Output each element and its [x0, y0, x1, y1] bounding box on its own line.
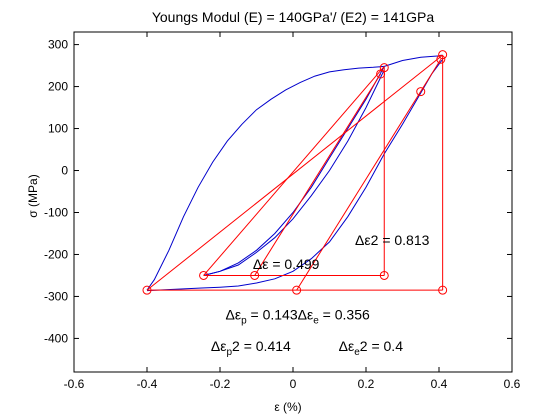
y-tick-label: -200 [44, 247, 68, 261]
y-tick-label: 100 [48, 122, 68, 136]
annotation-label: Δεe2 = 0.4 [339, 338, 404, 358]
annotation-label: Δεp = 0.143Δεe = 0.356 [225, 307, 370, 327]
point-marker [436, 54, 446, 64]
hysteresis-curve [203, 66, 385, 276]
x-tick-label: -0.6 [64, 377, 85, 391]
construction-line [296, 59, 442, 291]
hysteresis-curve [146, 59, 444, 292]
x-tick-label: 0.6 [504, 377, 521, 391]
plot-layer: -0.6 -0.4 -0.2 0 0.2 0.4 0.6 -400 -300 -200 -100 0 1… [44, 31, 521, 391]
point-marker [416, 87, 426, 97]
point-marker [292, 285, 302, 295]
point-marker [199, 270, 209, 280]
point-marker [250, 270, 260, 280]
point-marker [438, 285, 448, 295]
construction-line [146, 54, 443, 291]
y-tick-label: 300 [48, 38, 68, 52]
point-marker [438, 50, 448, 60]
x-tick-label: 0 [290, 377, 297, 391]
annotation-label: Δε = 0.499 [253, 256, 320, 272]
point-marker [379, 63, 389, 73]
y-tick-label: 0 [61, 164, 68, 178]
y-axis-label: σ (MPa) [26, 174, 40, 217]
y-tick-label: -300 [44, 289, 68, 303]
y-tick-label: 200 [48, 80, 68, 94]
point-marker [142, 285, 152, 295]
annotation-label: Δε2 = 0.813 [355, 232, 430, 248]
y-tick-label: -400 [44, 331, 68, 345]
x-axis-label: ε (%) [274, 400, 301, 414]
chart-title: Youngs Modul (E) = 140GPa'/ (E2) = 141GP… [152, 9, 435, 25]
x-tick-label: -0.4 [137, 377, 158, 391]
x-tick-label: -0.2 [210, 377, 231, 391]
hysteresis-curve [146, 65, 385, 291]
construction-line [203, 66, 385, 276]
x-tick-label: 0.4 [431, 377, 448, 391]
y-tick-label: -100 [44, 205, 68, 219]
construction-line [254, 73, 382, 276]
point-marker [379, 270, 389, 280]
x-tick-label: 0.2 [358, 377, 375, 391]
hysteresis-curve [203, 69, 385, 276]
annotation-label: Δεp2 = 0.414 [211, 338, 291, 358]
